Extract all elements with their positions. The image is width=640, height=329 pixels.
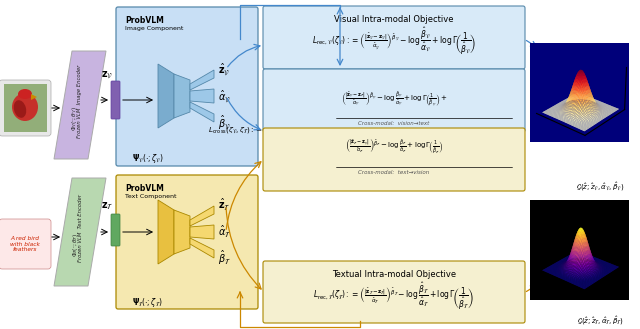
Text: $\hat{\mathbf{z}}_{\mathcal{V}}$: $\hat{\mathbf{z}}_{\mathcal{V}}$ xyxy=(218,61,230,77)
Polygon shape xyxy=(158,200,174,264)
Text: $\hat{\beta}_{\mathcal{T}}$: $\hat{\beta}_{\mathcal{T}}$ xyxy=(218,249,231,267)
Text: $\mathcal{G}(\hat{z};\hat{z}_{\mathcal{T}},\hat{\alpha}_{\mathcal{T}},\hat{\beta: $\mathcal{G}(\hat{z};\hat{z}_{\mathcal{T… xyxy=(577,315,623,327)
Text: $L_{\mathrm{rec},\mathcal{V}}(\zeta_{\mathcal{V}}) :=\left(\frac{|\hat{\mathbf{z: $L_{\mathrm{rec},\mathcal{V}}(\zeta_{\ma… xyxy=(312,26,476,57)
Text: $L_{\mathrm{cross}}(\zeta_{\mathcal{V}},\zeta_{\mathcal{T}}) :=$: $L_{\mathrm{cross}}(\zeta_{\mathcal{V}},… xyxy=(208,125,263,135)
Text: Frozen VLM  Image Encoder: Frozen VLM Image Encoder xyxy=(77,64,83,138)
Text: Cross-modal:  text→vision: Cross-modal: text→vision xyxy=(358,169,429,175)
Text: Visual Intra-modal Objective: Visual Intra-modal Objective xyxy=(334,15,454,24)
Text: $\mathbf{\Psi}_{\mathcal{T}}(\cdot;\zeta_{\mathcal{T}})$: $\mathbf{\Psi}_{\mathcal{T}}(\cdot;\zeta… xyxy=(132,296,163,309)
Text: $\mathbf{\Psi}_{\mathcal{V}}(\cdot;\zeta_{\mathcal{V}})$: $\mathbf{\Psi}_{\mathcal{V}}(\cdot;\zeta… xyxy=(132,152,164,165)
Text: $\mathbf{z}_{\mathcal{T}}$: $\mathbf{z}_{\mathcal{T}}$ xyxy=(100,200,113,212)
Polygon shape xyxy=(190,102,214,122)
FancyBboxPatch shape xyxy=(116,175,258,309)
FancyBboxPatch shape xyxy=(263,261,525,323)
Text: $\left(\frac{|\hat{\mathbf{z}}_{\mathcal{T}}-\mathbf{z}_{\mathcal{V}}|}{\hat{\al: $\left(\frac{|\hat{\mathbf{z}}_{\mathcal… xyxy=(345,137,443,156)
FancyBboxPatch shape xyxy=(0,219,51,269)
Polygon shape xyxy=(174,210,190,254)
Text: $\mathbf{z}_{\mathcal{V}}$: $\mathbf{z}_{\mathcal{V}}$ xyxy=(101,69,113,81)
Text: ProbVLM: ProbVLM xyxy=(125,184,164,193)
Polygon shape xyxy=(158,64,174,128)
Text: A red bird
with black
feathers: A red bird with black feathers xyxy=(10,236,40,252)
Polygon shape xyxy=(190,70,214,90)
Text: $\hat{\beta}_{\mathcal{V}}$: $\hat{\beta}_{\mathcal{V}}$ xyxy=(218,113,231,131)
Polygon shape xyxy=(190,206,214,226)
Polygon shape xyxy=(174,74,190,118)
Polygon shape xyxy=(190,89,214,103)
Text: $\mathcal{G}(\hat{z};\hat{z}_{\mathcal{V}},\hat{\alpha}_{\mathcal{V}},\hat{\beta: $\mathcal{G}(\hat{z};\hat{z}_{\mathcal{V… xyxy=(576,181,624,193)
FancyBboxPatch shape xyxy=(111,81,120,119)
Text: Text Component: Text Component xyxy=(125,194,177,199)
Polygon shape xyxy=(190,225,214,239)
FancyBboxPatch shape xyxy=(111,214,120,246)
Text: Frozen VLM  Text Encoder: Frozen VLM Text Encoder xyxy=(77,194,83,262)
Text: Cross-modal:  vision→text: Cross-modal: vision→text xyxy=(358,121,429,126)
Ellipse shape xyxy=(12,93,38,121)
Ellipse shape xyxy=(13,100,26,118)
Polygon shape xyxy=(54,51,106,159)
Polygon shape xyxy=(31,94,37,100)
Text: $\hat{\alpha}_{\mathcal{T}}$: $\hat{\alpha}_{\mathcal{T}}$ xyxy=(218,224,232,240)
Text: $\Phi_{\mathcal{T}}(\cdot;\theta_{\mathcal{T}})$: $\Phi_{\mathcal{T}}(\cdot;\theta_{\mathc… xyxy=(70,233,79,257)
Text: $\Phi_{\mathcal{V}}(\cdot;\theta_{\mathcal{V}})$: $\Phi_{\mathcal{V}}(\cdot;\theta_{\mathc… xyxy=(70,107,79,132)
Ellipse shape xyxy=(18,89,32,99)
FancyBboxPatch shape xyxy=(116,7,258,166)
Polygon shape xyxy=(4,84,47,132)
Text: $L_{\mathrm{rec},\mathcal{T}}(\zeta_{\mathcal{T}}) :=\left(\frac{|\hat{\mathbf{z: $L_{\mathrm{rec},\mathcal{T}}(\zeta_{\ma… xyxy=(314,280,475,312)
Text: Image Component: Image Component xyxy=(125,26,184,31)
Text: $\hat{\alpha}_{\mathcal{V}}$: $\hat{\alpha}_{\mathcal{V}}$ xyxy=(218,88,231,104)
FancyBboxPatch shape xyxy=(263,6,525,69)
FancyBboxPatch shape xyxy=(0,80,51,136)
Text: $\hat{\mathbf{z}}_{\mathcal{T}}$: $\hat{\mathbf{z}}_{\mathcal{T}}$ xyxy=(218,197,230,213)
Text: $\left(\frac{|\hat{\mathbf{z}}_{\mathcal{V}}-\mathbf{z}_{\mathcal{T}}|}{\hat{\al: $\left(\frac{|\hat{\mathbf{z}}_{\mathcal… xyxy=(340,90,447,109)
Polygon shape xyxy=(190,238,214,258)
Text: ProbVLM: ProbVLM xyxy=(125,16,164,25)
Text: Textual Intra-modal Objective: Textual Intra-modal Objective xyxy=(332,270,456,279)
FancyBboxPatch shape xyxy=(263,69,525,132)
FancyBboxPatch shape xyxy=(263,128,525,191)
Polygon shape xyxy=(54,178,106,286)
